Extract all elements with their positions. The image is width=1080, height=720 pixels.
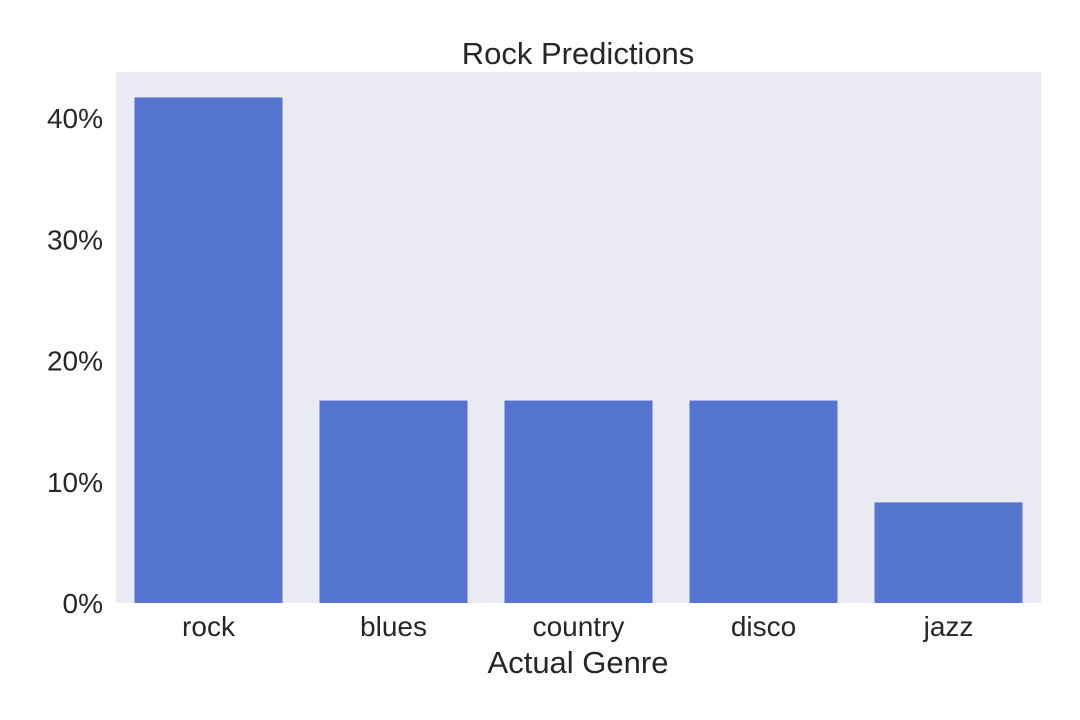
- y-tick-label: 30%: [47, 224, 103, 255]
- chart-title: Rock Predictions: [462, 36, 695, 71]
- x-tick-label: country: [533, 611, 625, 642]
- x-axis-ticks: rock blues country disco jazz: [182, 611, 973, 642]
- bar-rock: [134, 97, 283, 604]
- x-tick-label: blues: [360, 611, 427, 642]
- y-tick-label: 10%: [47, 467, 103, 498]
- y-tick-label: 20%: [47, 346, 103, 377]
- bars-group: [134, 97, 1023, 604]
- x-tick-label: disco: [731, 611, 796, 642]
- bar-country: [504, 400, 653, 603]
- y-tick-label: 40%: [47, 103, 103, 134]
- bar-jazz: [874, 502, 1023, 603]
- x-tick-label: rock: [182, 611, 236, 642]
- x-tick-label: jazz: [923, 611, 974, 642]
- bar-blues: [319, 400, 468, 603]
- y-tick-label: 0%: [63, 588, 103, 619]
- x-axis-label: Actual Genre: [488, 645, 669, 680]
- bar-disco: [689, 400, 838, 603]
- y-axis-ticks: 0% 10% 20% 30% 40%: [47, 103, 103, 619]
